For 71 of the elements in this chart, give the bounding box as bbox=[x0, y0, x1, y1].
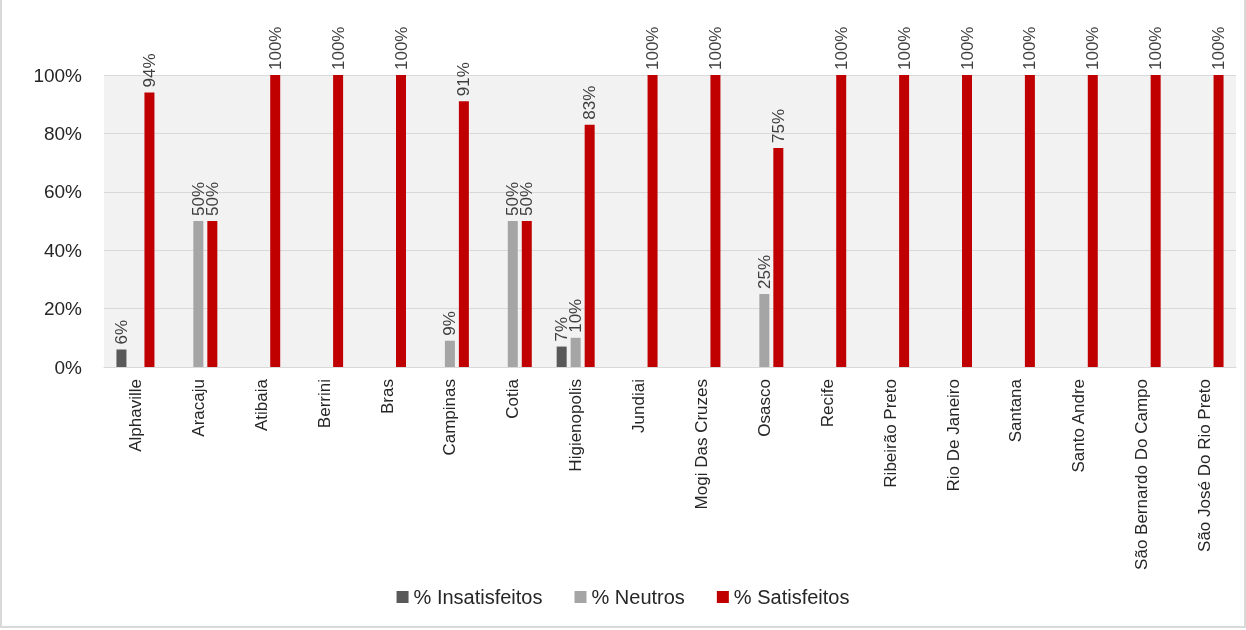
bar bbox=[1213, 75, 1224, 367]
data-label: 9% bbox=[440, 311, 460, 336]
data-label: 100% bbox=[1020, 26, 1040, 70]
x-tick-label: Alphaville bbox=[125, 379, 145, 452]
legend-label: % Neutros bbox=[591, 586, 685, 608]
data-label: 100% bbox=[265, 26, 285, 70]
x-tick-label: Campinas bbox=[440, 379, 460, 456]
x-tick-label: Santana bbox=[1006, 378, 1026, 443]
data-label: 100% bbox=[1209, 26, 1229, 70]
bar bbox=[521, 221, 532, 367]
legend-label: % Satisfeitos bbox=[733, 586, 850, 608]
bar bbox=[759, 294, 770, 367]
bar bbox=[584, 124, 595, 367]
data-label: 100% bbox=[328, 26, 348, 70]
bar bbox=[144, 92, 155, 367]
bar bbox=[1024, 75, 1035, 367]
legend-label: % Insatisfeitos bbox=[413, 586, 543, 608]
x-tick-label: São José Do Rio Preto bbox=[1195, 379, 1215, 552]
x-tick-label: São Bernardo Do Campo bbox=[1132, 379, 1152, 570]
y-tick-label: 100% bbox=[33, 64, 83, 86]
data-label: 75% bbox=[768, 108, 788, 143]
bar bbox=[1087, 75, 1098, 367]
data-label: 100% bbox=[643, 26, 663, 70]
bar bbox=[444, 340, 455, 367]
bar bbox=[396, 75, 406, 367]
x-tick-label: Mogi Das Cruzes bbox=[691, 379, 711, 510]
x-tick-label: Jundiai bbox=[629, 379, 649, 433]
bar bbox=[507, 221, 518, 367]
x-tick-label: Osasco bbox=[754, 379, 774, 437]
y-tick-label: 80% bbox=[43, 122, 83, 144]
data-label: 83% bbox=[580, 85, 600, 120]
bar bbox=[710, 75, 721, 367]
x-tick-label: Higienopolis bbox=[566, 379, 586, 472]
bar bbox=[836, 75, 847, 367]
y-tick-label: 40% bbox=[43, 239, 83, 261]
data-label: 100% bbox=[894, 26, 914, 70]
x-tick-label: Berrini bbox=[314, 379, 334, 429]
x-tick-label: Atibaia bbox=[251, 378, 271, 431]
bar bbox=[962, 75, 972, 367]
y-tick-label: 20% bbox=[43, 298, 83, 320]
x-tick-label: Santo Andre bbox=[1069, 379, 1089, 473]
bar bbox=[333, 75, 344, 367]
bar bbox=[207, 221, 218, 367]
data-label: 6% bbox=[111, 319, 131, 345]
y-tick-label: 60% bbox=[43, 181, 83, 203]
x-tick-label: Cotia bbox=[503, 378, 523, 419]
bar bbox=[556, 346, 567, 367]
x-tick-label: Bras bbox=[377, 379, 397, 414]
data-label: 100% bbox=[391, 26, 411, 70]
bar bbox=[458, 101, 469, 367]
bar bbox=[647, 75, 658, 367]
data-label: 25% bbox=[754, 254, 774, 289]
x-tick-label: Recife bbox=[817, 379, 837, 428]
x-tick-label: Rio De Janeiro bbox=[943, 379, 963, 492]
data-label: 100% bbox=[1083, 26, 1103, 70]
data-label: 100% bbox=[831, 26, 851, 70]
bar bbox=[899, 75, 910, 367]
data-label: 100% bbox=[957, 26, 977, 70]
data-label: 100% bbox=[1146, 26, 1166, 70]
data-label: 100% bbox=[705, 26, 725, 70]
bar bbox=[270, 75, 281, 367]
bar bbox=[1150, 75, 1161, 367]
bar bbox=[193, 221, 204, 367]
data-label: 94% bbox=[139, 53, 159, 88]
bar bbox=[570, 337, 581, 367]
bar bbox=[116, 349, 127, 367]
x-tick-label: Ribeirão Preto bbox=[880, 379, 900, 488]
y-tick-label: 0% bbox=[54, 356, 83, 378]
data-label: 91% bbox=[454, 62, 474, 97]
x-tick-label: Aracaju bbox=[188, 379, 208, 437]
bar bbox=[773, 148, 784, 367]
